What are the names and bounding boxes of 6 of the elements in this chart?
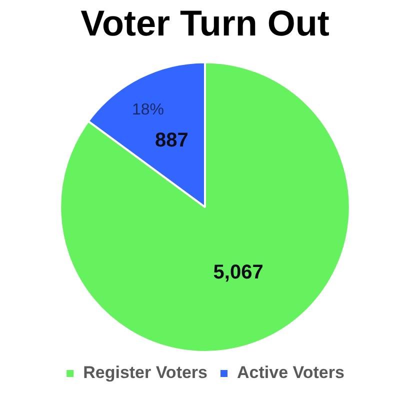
chart-title: Voter Turn Out: [80, 2, 330, 44]
data-label: 887: [154, 130, 188, 152]
legend-label: Register Voters: [83, 363, 208, 382]
text: 18%: [132, 102, 164, 119]
legend-label: Active Voters: [237, 363, 344, 382]
data-label: 5,067: [213, 262, 264, 284]
